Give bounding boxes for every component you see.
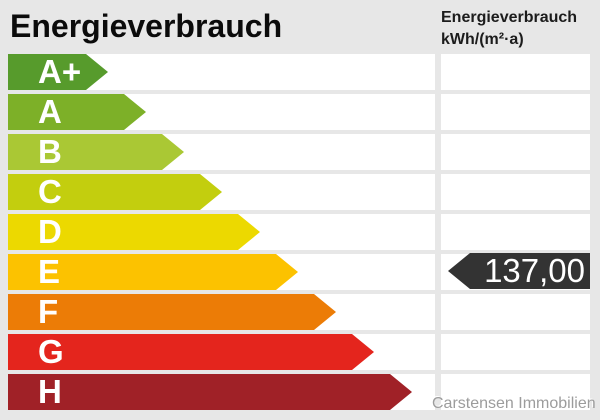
energy-band-arrow-f: F xyxy=(8,294,336,330)
energy-band-arrow-h: H xyxy=(8,374,412,410)
value-column-cell xyxy=(441,134,590,170)
band-row-track: H xyxy=(8,374,435,410)
value-column-cell xyxy=(441,174,590,210)
energy-band-label: A+ xyxy=(38,53,82,90)
band-row-track: D xyxy=(8,214,435,250)
energy-band-arrow-aplus: A+ xyxy=(8,54,108,90)
band-row-track: A xyxy=(8,94,435,130)
page-title: Energieverbrauch xyxy=(10,8,283,44)
energy-band-label: F xyxy=(38,293,59,330)
energy-band-arrow-b: B xyxy=(8,134,184,170)
energy-band-label: C xyxy=(38,173,62,210)
band-row-track: C xyxy=(8,174,435,210)
value-marker-label: 137,00 xyxy=(484,252,585,289)
value-column-cell xyxy=(441,94,590,130)
energy-band-label: G xyxy=(38,333,64,370)
band-row-track: A+ xyxy=(8,54,435,90)
value-column-cell xyxy=(441,334,590,370)
value-marker: 137,00 xyxy=(448,253,590,289)
band-row-track: E xyxy=(8,254,435,290)
watermark: Carstensen Immobilien xyxy=(432,395,596,412)
energy-band-label: A xyxy=(38,93,62,130)
energy-band-label: E xyxy=(38,253,61,290)
value-column-cell xyxy=(441,294,590,330)
value-column-cell xyxy=(441,214,590,250)
unit-header: Energieverbrauch kWh/(m²·a) xyxy=(441,7,577,51)
energy-band-arrow-e: E xyxy=(8,254,298,290)
value-column-cell xyxy=(441,374,590,410)
energy-band-arrow-a: A xyxy=(8,94,146,130)
value-column-cell xyxy=(441,54,590,90)
unit-header-line1: Energieverbrauch xyxy=(441,9,578,26)
band-row-track: F xyxy=(8,294,435,330)
energy-band-label: D xyxy=(38,213,62,250)
band-row-track: B xyxy=(8,134,435,170)
energy-band-arrow-c: C xyxy=(8,174,222,210)
band-row-track: G xyxy=(8,334,435,370)
energy-band-label: B xyxy=(38,133,62,170)
energy-band-label: H xyxy=(38,373,62,410)
unit-header-line2: kWh/(m²·a) xyxy=(441,31,524,48)
energy-band-arrow-g: G xyxy=(8,334,374,370)
energy-band-arrow-d: D xyxy=(8,214,260,250)
